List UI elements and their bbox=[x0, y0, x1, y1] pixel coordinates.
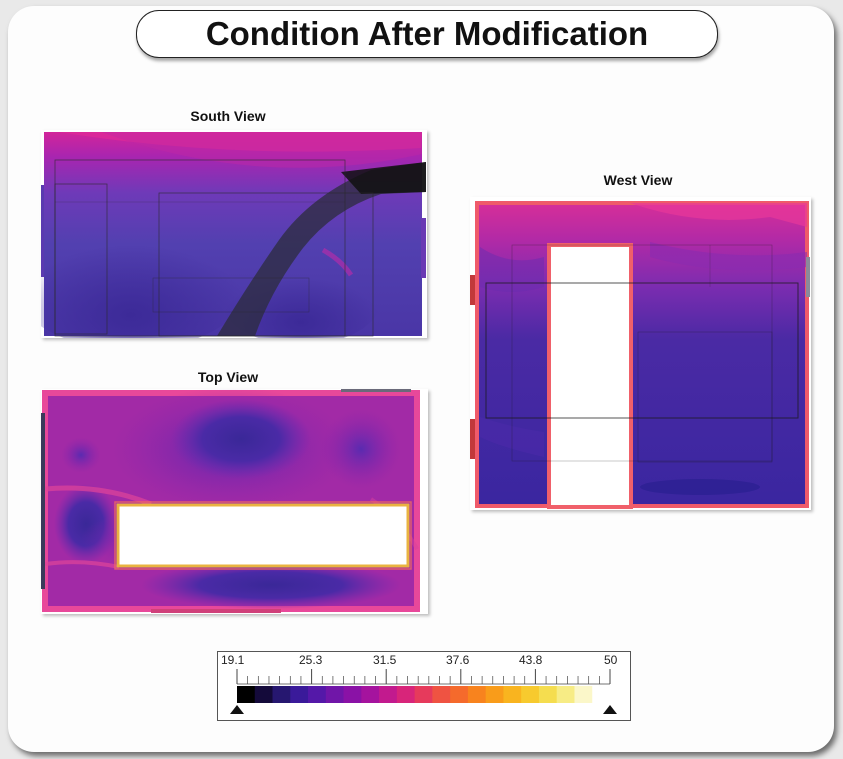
legend-swatch bbox=[361, 686, 380, 703]
page-title: Condition After Modification bbox=[136, 10, 718, 58]
legend-swatch bbox=[325, 686, 344, 703]
legend-swatch bbox=[467, 686, 487, 703]
legend-max-marker bbox=[603, 705, 617, 714]
legend-tick-label: 25.3 bbox=[299, 653, 323, 667]
legend-tick-label: 43.8 bbox=[519, 653, 543, 667]
legend-color-bar bbox=[230, 669, 617, 714]
legend-swatch bbox=[592, 686, 611, 703]
legend-tick-label: 37.6 bbox=[446, 653, 470, 667]
top-view-heatmap bbox=[41, 389, 428, 614]
top-view-label: Top View bbox=[197, 369, 259, 385]
west-view-heatmap bbox=[470, 197, 811, 510]
legend-swatch bbox=[272, 686, 291, 703]
legend-swatch bbox=[254, 686, 273, 703]
south-view-label: South View bbox=[190, 108, 266, 124]
legend-swatch bbox=[503, 686, 522, 703]
legend-tick-label: 19.1 bbox=[221, 653, 245, 667]
legend-swatch bbox=[538, 686, 558, 703]
legend-swatch bbox=[556, 686, 575, 703]
legend-swatch bbox=[485, 686, 504, 703]
legend-swatch bbox=[521, 686, 540, 703]
legend-swatch bbox=[290, 686, 309, 703]
legend-swatch bbox=[450, 686, 469, 703]
legend-tick-label: 31.5 bbox=[373, 653, 397, 667]
legend-swatch bbox=[343, 686, 362, 703]
legend-swatch bbox=[396, 686, 416, 703]
legend-swatch bbox=[432, 686, 451, 703]
legend-tick-label: 50 bbox=[604, 653, 618, 667]
legend-swatch bbox=[379, 686, 398, 703]
legend-min-marker bbox=[230, 705, 244, 714]
west-view-label: West View bbox=[603, 172, 673, 188]
south-view-heatmap bbox=[41, 130, 427, 338]
legend-swatch bbox=[574, 686, 593, 703]
legend-swatch bbox=[308, 686, 327, 703]
color-legend: 19.1 25.3 31.5 37.6 43.8 50 bbox=[217, 651, 631, 721]
legend-swatch bbox=[237, 686, 256, 703]
legend-swatch bbox=[414, 686, 433, 703]
